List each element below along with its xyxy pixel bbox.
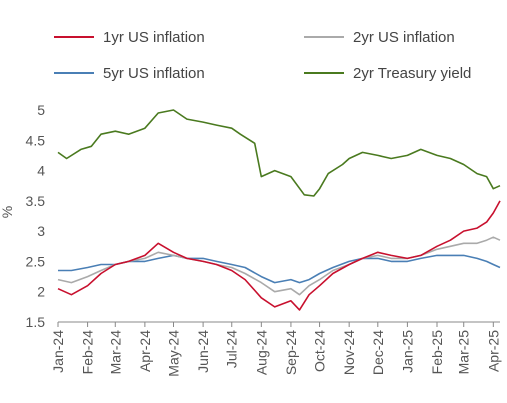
- y-tick-label: 3: [37, 223, 45, 239]
- y-tick-label: 4.5: [26, 132, 46, 148]
- x-tick-label: Nov-24: [341, 330, 357, 375]
- y-tick-label: 4: [37, 163, 45, 179]
- x-tick-label: May-24: [166, 330, 182, 377]
- x-tick-label: Dec-24: [370, 330, 386, 375]
- y-tick-label: 2: [37, 284, 45, 300]
- x-tick-label: Jan-25: [399, 330, 415, 373]
- x-tick-label: Feb-25: [429, 330, 445, 375]
- series-line-0: [57, 200, 501, 311]
- x-tick-label: Jan-24: [50, 330, 66, 373]
- series-line-3: [57, 109, 501, 197]
- plot-area: [57, 109, 501, 311]
- series-line-2: [58, 254, 501, 284]
- y-axis-label: %: [0, 206, 15, 218]
- x-tick-label: Aug-24: [253, 330, 269, 375]
- x-tick-label: Apr-24: [137, 330, 153, 372]
- x-tick-label: Feb-24: [80, 330, 96, 375]
- x-tick-label: Jul-24: [224, 330, 240, 368]
- x-tick-label: Sep-24: [283, 330, 299, 375]
- x-tick-label: Jun-24: [195, 330, 211, 373]
- legend-label-2: 5yr US inflation: [103, 65, 205, 82]
- x-axis-ticks: Jan-24 Feb-24 Mar-24 Apr-24 May-24 Jun-24 Jul-…: [50, 322, 501, 377]
- y-tick-label: 2.5: [26, 253, 46, 269]
- legend: 1yr US inflation 2yr US inflation 5yr US i…: [54, 29, 471, 82]
- x-tick-label: Apr-25: [485, 330, 501, 372]
- y-tick-label: 1.5: [26, 314, 46, 330]
- y-tick-label: 3.5: [26, 193, 46, 209]
- series-line-1: [57, 236, 501, 296]
- y-axis-ticks: 1.5 2 2.5 3 3.5 4 4.5 5: [26, 102, 46, 330]
- x-tick-label: Mar-25: [456, 330, 472, 375]
- x-tick-label: Oct-24: [312, 330, 328, 372]
- x-tick-label: Mar-24: [107, 330, 123, 375]
- legend-label-1: 2yr US inflation: [353, 29, 455, 46]
- legend-label-0: 1yr US inflation: [103, 29, 205, 46]
- legend-label-3: 2yr Treasury yield: [353, 65, 471, 82]
- y-tick-label: 5: [37, 102, 45, 118]
